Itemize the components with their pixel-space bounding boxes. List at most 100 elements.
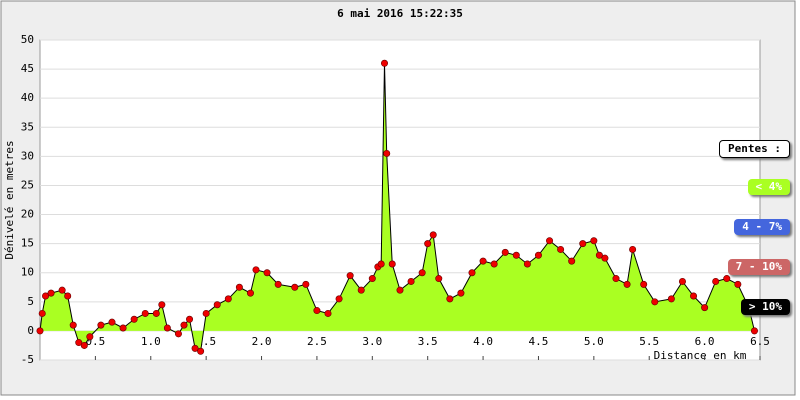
point <box>590 237 598 245</box>
point <box>346 272 354 280</box>
point <box>734 280 742 288</box>
x-tick-label: 5.0 <box>584 335 604 348</box>
area <box>40 63 755 352</box>
point <box>291 283 299 291</box>
y-tick-label: 35 <box>21 120 34 133</box>
y-tick-label: 0 <box>27 324 34 337</box>
point <box>523 260 531 268</box>
point <box>75 339 83 347</box>
point <box>224 295 232 303</box>
point <box>701 304 709 312</box>
legend-entry: 7 - 10% <box>727 259 790 275</box>
y-tick-label: 50 <box>21 33 34 46</box>
point <box>36 327 44 335</box>
point <box>667 295 675 303</box>
point <box>435 275 443 283</box>
y-tick-label: 25 <box>21 178 34 191</box>
point <box>629 245 637 253</box>
point <box>396 286 404 294</box>
point <box>457 289 465 297</box>
point <box>429 231 437 239</box>
point <box>152 309 160 317</box>
point <box>58 286 66 294</box>
point <box>388 260 396 268</box>
point <box>252 266 260 274</box>
x-tick-label: 1.0 <box>141 335 161 348</box>
point <box>108 318 116 326</box>
point <box>534 251 542 259</box>
point <box>579 240 587 248</box>
point <box>678 277 686 285</box>
point <box>424 240 432 248</box>
y-tick-label: 45 <box>21 62 34 75</box>
point <box>274 280 282 288</box>
chart-title: 6 mai 2016 15:22:35 <box>337 7 463 20</box>
point <box>690 292 698 300</box>
point <box>174 330 182 338</box>
point <box>623 280 631 288</box>
point <box>380 59 388 67</box>
point <box>163 324 171 332</box>
point <box>723 275 731 283</box>
point <box>69 321 77 329</box>
point <box>640 280 648 288</box>
point <box>47 289 55 297</box>
point <box>651 298 659 306</box>
point <box>377 260 385 268</box>
point <box>368 275 376 283</box>
point <box>407 277 415 285</box>
x-tick-label: 2.5 <box>307 335 327 348</box>
legend-entry: > 10% <box>740 299 790 315</box>
x-tick-label: 4.5 <box>529 335 549 348</box>
point <box>501 248 509 256</box>
x-tick-label: 2.0 <box>252 335 272 348</box>
y-tick-label: 40 <box>21 91 34 104</box>
point <box>263 269 271 277</box>
point <box>357 286 365 294</box>
point <box>490 260 498 268</box>
point <box>213 301 221 309</box>
y-tick-label: 10 <box>21 266 34 279</box>
point <box>383 149 391 157</box>
point <box>468 269 476 277</box>
point <box>80 341 88 349</box>
point <box>512 251 520 259</box>
legend-entry: 4 - 7% <box>734 219 790 235</box>
point <box>97 321 105 329</box>
point <box>335 295 343 303</box>
point <box>235 283 243 291</box>
x-tick-label: 5.5 <box>639 335 659 348</box>
y-tick-label: 5 <box>27 295 34 308</box>
legend-title: Pentes : <box>719 140 790 158</box>
point <box>557 245 565 253</box>
x-tick-label: 4.0 <box>473 335 493 348</box>
point <box>197 347 205 355</box>
point <box>158 301 166 309</box>
point <box>130 315 138 323</box>
point <box>612 275 620 283</box>
point <box>64 292 72 300</box>
x-axis-label: Distance en km <box>654 349 747 362</box>
point <box>302 280 310 288</box>
point <box>595 251 603 259</box>
x-tick-label: 6.5 <box>750 335 770 348</box>
point <box>246 289 254 297</box>
point <box>546 237 554 245</box>
point <box>324 309 332 317</box>
point <box>86 333 94 341</box>
legend-entry: < 4% <box>747 179 790 195</box>
point <box>446 295 454 303</box>
point <box>568 257 576 265</box>
point <box>313 307 321 315</box>
y-tick-label: 15 <box>21 237 34 250</box>
point <box>479 257 487 265</box>
point <box>180 321 188 329</box>
x-tick-label: 3.5 <box>418 335 438 348</box>
point <box>38 309 46 317</box>
point <box>750 327 758 335</box>
point <box>141 309 149 317</box>
y-tick-label: 20 <box>21 208 34 221</box>
x-tick-label: 6.0 <box>695 335 715 348</box>
point <box>601 254 609 262</box>
